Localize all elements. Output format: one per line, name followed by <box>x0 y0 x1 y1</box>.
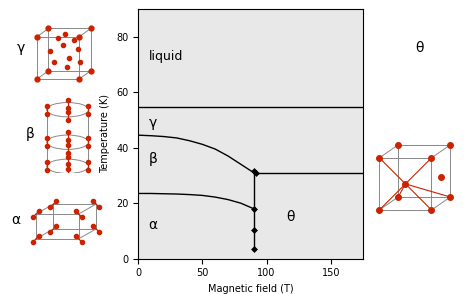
Text: θ: θ <box>416 41 424 55</box>
Y-axis label: Temperature (K): Temperature (K) <box>100 94 110 173</box>
Text: liquid: liquid <box>148 49 183 63</box>
Text: γ: γ <box>148 116 156 130</box>
Text: β: β <box>148 152 157 166</box>
X-axis label: Magnetic field (T): Magnetic field (T) <box>208 284 293 294</box>
Text: β: β <box>26 127 34 141</box>
Text: α: α <box>12 213 21 227</box>
Text: α: α <box>148 218 157 232</box>
Text: θ: θ <box>286 210 294 224</box>
Text: γ: γ <box>17 41 25 55</box>
